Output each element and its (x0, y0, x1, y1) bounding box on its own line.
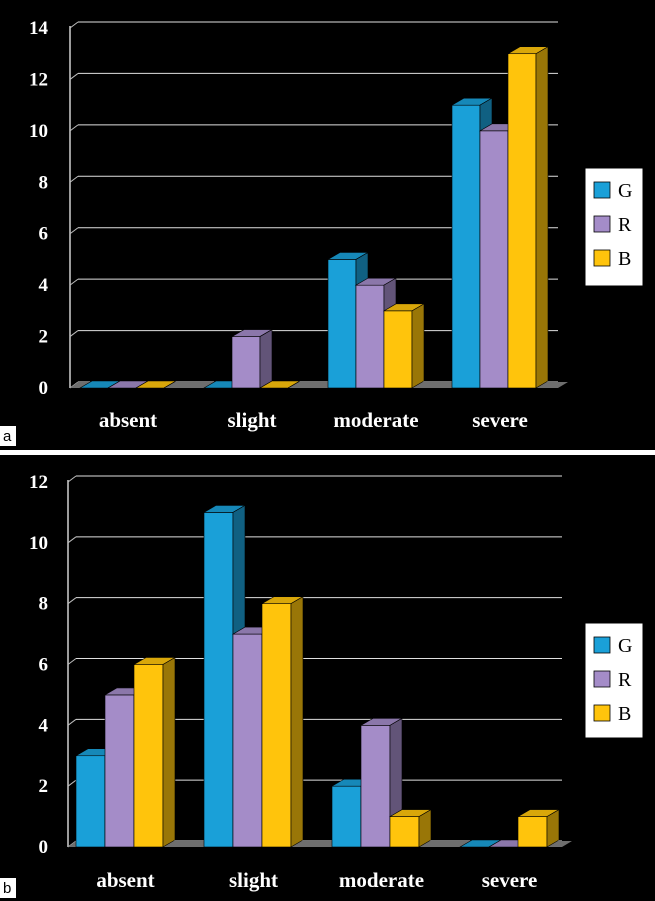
bar-side (259, 329, 273, 389)
bar-chart-a: 0 2 4 6 8 10 12 14 absent slight moderate severe GRB… (0, 18, 644, 446)
y-tick-label: 2 (39, 327, 49, 348)
bar-front (203, 512, 234, 848)
bar-R-slight (230, 329, 274, 389)
gridline-depth (69, 227, 79, 235)
gridline-depth (67, 779, 77, 787)
y-tick-label: 4 (39, 275, 49, 296)
panel-label-text: a (3, 428, 12, 445)
gridline-depth (67, 718, 77, 726)
y-tick-label: 8 (39, 172, 49, 193)
y-tick-label: 2 (39, 776, 49, 797)
chart-floor (68, 841, 572, 847)
panel-label: a (0, 426, 16, 446)
bar-front (479, 130, 509, 389)
panel-label-box (0, 426, 16, 446)
legend-label-G: G (618, 180, 632, 202)
bar-side (162, 656, 176, 848)
legend-swatch-R (593, 670, 611, 688)
legend-swatch-G (593, 636, 611, 654)
x-category-label: moderate (333, 408, 418, 432)
bar-front (75, 755, 106, 848)
bar-front (389, 816, 420, 848)
bar-side (535, 46, 549, 389)
bar-B-slight (260, 596, 305, 848)
legend-label-R: R (618, 669, 632, 691)
gridline-depth (67, 536, 77, 544)
bar-B-slight (258, 380, 302, 389)
y-tick-label: 12 (29, 472, 48, 493)
bar-front (261, 603, 292, 848)
legend: GRB (584, 622, 644, 739)
bar-front (133, 664, 164, 848)
legend-swatch-R (593, 215, 611, 233)
y-tick-label: 8 (39, 594, 49, 615)
legend-label-R: R (618, 214, 632, 236)
bar-front (360, 725, 391, 848)
legend-swatch-B (593, 249, 611, 267)
y-tick-label: 14 (29, 18, 49, 39)
legend-label-B: B (618, 703, 631, 725)
bar-front (327, 259, 357, 389)
bar-front (232, 633, 263, 848)
legend-label-B: B (618, 248, 631, 270)
bar-side (411, 303, 425, 389)
y-tick-label: 0 (39, 837, 49, 858)
gridline-depth (69, 73, 79, 80)
bar-front (231, 336, 261, 389)
legend-swatch-B (593, 704, 611, 722)
bar-B-moderate (388, 809, 433, 848)
bar-front (383, 310, 413, 389)
gridline-depth (69, 278, 79, 286)
gridline-depth (69, 175, 79, 183)
bar-front (355, 284, 385, 389)
bar-side (290, 596, 304, 848)
bar-front (331, 785, 362, 848)
x-category-label: severe (472, 408, 528, 432)
legend: GRB (584, 167, 644, 287)
y-tick-label: 10 (29, 533, 48, 554)
gridline-depth (69, 124, 79, 132)
panel-label-box (0, 878, 16, 898)
bar-B-severe (506, 46, 550, 389)
legend-label-G: G (618, 635, 632, 657)
y-tick-label: 10 (29, 121, 48, 142)
gridline-depth (67, 597, 77, 605)
y-tick-label: 12 (29, 69, 48, 90)
panel-label-text: b (3, 880, 11, 897)
legend-swatch-G (593, 181, 611, 199)
x-category-label: absent (96, 868, 154, 892)
bar-front (507, 53, 537, 389)
gridline-depth (69, 330, 79, 337)
y-tick-label: 0 (39, 378, 49, 399)
bar-front (104, 694, 135, 848)
bar-B-moderate (382, 303, 426, 389)
panel-label: b (0, 878, 16, 898)
chart-panel-a: 0 2 4 6 8 10 12 14 absent slight moderate severe G R B… (0, 0, 655, 450)
bar-side (546, 809, 560, 848)
bar-B-absent (134, 380, 178, 389)
gridline-depth (69, 21, 79, 29)
x-category-label: severe (482, 868, 538, 892)
gridline-depth (67, 658, 77, 665)
x-category-label: absent (99, 408, 157, 432)
bar-side (163, 380, 177, 389)
x-category-label: slight (227, 408, 276, 432)
bar-R-moderate (359, 717, 404, 848)
x-category-label: moderate (339, 868, 424, 892)
x-category-label: slight (229, 868, 278, 892)
gridline-depth (67, 475, 77, 483)
bar-B-severe (516, 809, 561, 848)
bar-front (451, 104, 481, 389)
bar-side (418, 809, 432, 848)
y-tick-label: 6 (39, 655, 49, 676)
chart-floor (70, 382, 568, 388)
bar-front (517, 816, 548, 848)
y-tick-label: 6 (39, 224, 49, 245)
bar-side (287, 380, 301, 389)
bar-B-absent (132, 656, 177, 848)
y-tick-label: 4 (39, 715, 49, 736)
